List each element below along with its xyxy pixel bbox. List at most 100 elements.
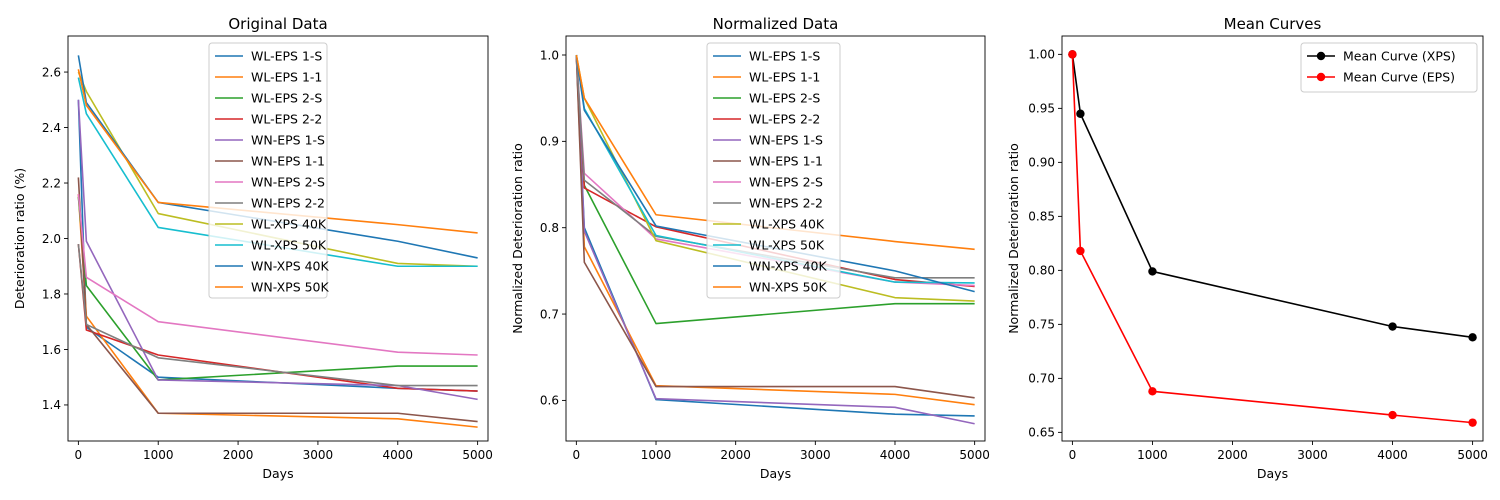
legend-entry: WL-EPS 2-2 bbox=[251, 112, 322, 127]
series-line-7 bbox=[77, 194, 478, 356]
y-tick-label: 0.65 bbox=[1028, 426, 1055, 440]
legend-entry: WN-EPS 1-S bbox=[251, 133, 325, 148]
legend-entry: Mean Curve (EPS) bbox=[1343, 70, 1455, 85]
y-tick-label: 1.0 bbox=[540, 48, 559, 62]
data-point bbox=[1388, 322, 1397, 331]
y-axis-label: Normalized Deterioration ratio bbox=[510, 143, 525, 334]
data-point bbox=[1076, 246, 1085, 256]
x-tick-label: 5000 bbox=[1457, 448, 1488, 462]
legend: Mean Curve (XPS) Mean Curve (EPS) bbox=[1300, 42, 1478, 93]
y-tick-label: 0.7 bbox=[540, 307, 559, 321]
y-tick-label: 1.6 bbox=[42, 343, 61, 357]
x-tick-label: 4000 bbox=[1377, 448, 1408, 462]
x-tick-label: 4000 bbox=[880, 448, 911, 462]
y-tick-label: 0.90 bbox=[1028, 156, 1055, 170]
legend-entry: WL-EPS 2-S bbox=[251, 91, 322, 106]
y-tick-label: 0.70 bbox=[1028, 372, 1055, 386]
x-axis-label: Days bbox=[1257, 466, 1288, 481]
legend-box bbox=[1300, 42, 1478, 93]
y-axis-label: Deterioration ratio (%) bbox=[12, 168, 27, 309]
y-tick-label: 0.9 bbox=[540, 135, 559, 149]
chart-title: Original Data bbox=[228, 15, 327, 33]
legend-entry: WN-EPS 1-S bbox=[749, 133, 823, 148]
legend-entry: WN-EPS 1-1 bbox=[251, 154, 325, 169]
legend-entry: WN-EPS 2-2 bbox=[251, 196, 325, 211]
y-tick-label: 0.80 bbox=[1028, 264, 1055, 278]
legend-entry: WN-EPS 2-2 bbox=[749, 196, 823, 211]
legend-entry: WN-XPS 40K bbox=[749, 259, 828, 274]
data-point bbox=[1468, 418, 1477, 427]
data-point bbox=[1468, 333, 1477, 342]
legend-entry: WN-EPS 2-S bbox=[251, 175, 325, 190]
legend-entry: WL-EPS 1-1 bbox=[749, 70, 820, 85]
chart-panel-2: Normalized Data 0 1000 2000 3000 4000 5000 0.6 0… bbox=[510, 15, 990, 481]
x-tick-label: 2000 bbox=[223, 448, 254, 462]
legend-marker bbox=[1316, 51, 1326, 61]
legend-entry: WL-XPS 40K bbox=[749, 217, 825, 232]
plot-area bbox=[575, 54, 975, 425]
y-tick-label: 1.00 bbox=[1028, 48, 1055, 62]
x-axis-label: Days bbox=[760, 466, 791, 481]
x-tick-label: 0 bbox=[75, 448, 83, 462]
series-line-12 bbox=[575, 54, 975, 251]
legend-entry: WN-EPS 2-S bbox=[749, 175, 823, 190]
series-line-2 bbox=[1071, 54, 1473, 424]
data-point bbox=[1076, 109, 1085, 118]
x-tick-label: 5000 bbox=[959, 448, 990, 462]
series-line-8 bbox=[77, 243, 478, 387]
legend-entry: WL-EPS 1-S bbox=[749, 49, 820, 64]
x-tick-label: 2000 bbox=[720, 448, 751, 462]
x-tick-label: 0 bbox=[573, 448, 581, 462]
legend-entry: WN-XPS 50K bbox=[251, 280, 330, 295]
y-tick-label: 0.8 bbox=[540, 221, 559, 235]
y-tick-label: 2.4 bbox=[42, 121, 61, 135]
y-tick-label: 0.85 bbox=[1028, 210, 1055, 224]
y-tick-label: 1.8 bbox=[42, 287, 61, 301]
y-tick-label: 0.6 bbox=[540, 394, 559, 408]
legend-entry: WN-EPS 1-1 bbox=[749, 154, 823, 169]
legend-entry: WN-XPS 50K bbox=[749, 280, 828, 295]
series-line-6 bbox=[77, 177, 478, 423]
chart-panel-3: Mean Curves 0 1000 2000 3000 4000 5000 0.65 0.70… bbox=[1006, 15, 1488, 481]
x-tick-label: 0 bbox=[1069, 448, 1077, 462]
x-tick-label: 5000 bbox=[462, 448, 493, 462]
legend-marker bbox=[1316, 72, 1326, 82]
y-tick-label: 1.4 bbox=[42, 398, 61, 412]
x-tick-label: 1000 bbox=[143, 448, 174, 462]
y-tick-label: 0.95 bbox=[1028, 102, 1055, 116]
data-point bbox=[1148, 267, 1157, 276]
series-line-5 bbox=[77, 99, 478, 401]
legend-entry: WL-EPS 1-S bbox=[251, 49, 322, 64]
x-tick-label: 1000 bbox=[641, 448, 672, 462]
x-tick-label: 3000 bbox=[1297, 448, 1328, 462]
y-tick-label: 2.0 bbox=[42, 232, 61, 246]
y-tick-label: 2.2 bbox=[42, 176, 61, 190]
legend-entry: WN-XPS 40K bbox=[251, 259, 330, 274]
series-line-12 bbox=[77, 69, 478, 234]
legend-entry: WL-XPS 50K bbox=[749, 238, 825, 253]
plot-area bbox=[1068, 50, 1477, 427]
x-tick-label: 3000 bbox=[303, 448, 334, 462]
axes-frame bbox=[1061, 35, 1484, 442]
legend-box bbox=[208, 42, 328, 299]
series-line-1 bbox=[1071, 54, 1473, 339]
series-line-10 bbox=[77, 77, 478, 268]
chart-title: Mean Curves bbox=[1224, 15, 1322, 33]
legend-entry: WL-EPS 1-1 bbox=[251, 70, 322, 85]
x-tick-label: 2000 bbox=[1217, 448, 1248, 462]
x-tick-label: 1000 bbox=[1137, 448, 1168, 462]
y-tick-label: 2.6 bbox=[42, 65, 61, 79]
legend-entry: WL-XPS 50K bbox=[251, 238, 327, 253]
legend-entry: WL-EPS 2-S bbox=[749, 91, 820, 106]
chart-panel-1: Original Data 0 1000 2000 3000 4000 5000 1.4 1.6… bbox=[12, 15, 493, 481]
legend: WL-EPS 1-S WL-EPS 1-1 WL-EPS 2-S WL-EPS 2-2… bbox=[706, 42, 841, 299]
x-tick-label: 3000 bbox=[800, 448, 831, 462]
legend: WL-EPS 1-S WL-EPS 1-1 WL-EPS 2-S WL-EPS 2-2… bbox=[208, 42, 330, 299]
series-line-11 bbox=[575, 54, 975, 293]
data-point bbox=[1068, 50, 1077, 59]
data-point bbox=[1148, 387, 1157, 396]
axes-frame bbox=[565, 35, 986, 442]
x-axis-label: Days bbox=[262, 466, 293, 481]
legend-entry: WL-XPS 40K bbox=[251, 217, 327, 232]
